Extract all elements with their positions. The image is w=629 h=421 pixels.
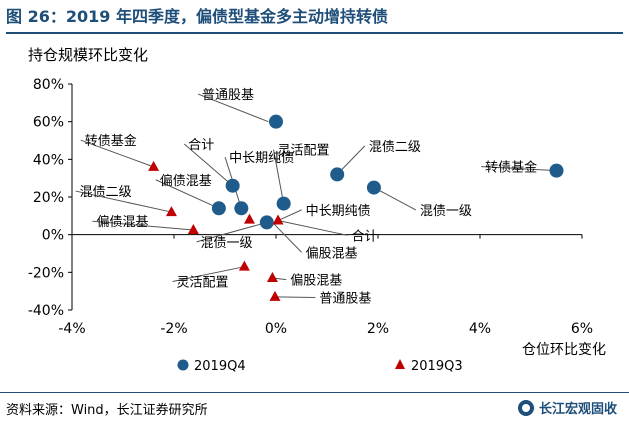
y-tick-label: 60% (33, 115, 64, 131)
point-label: 合计 (188, 138, 214, 153)
point-label: 偏股混基 (306, 246, 358, 261)
point-q4 (259, 215, 274, 230)
point-q3 (148, 160, 160, 171)
x-tick-label: 6% (571, 321, 593, 337)
point-q4 (211, 201, 226, 216)
point-q3 (269, 290, 281, 301)
watermark-logo: 长江宏观固收 (517, 398, 617, 417)
y-tick-label: 80% (33, 77, 64, 93)
y-tick-label: -20% (28, 265, 64, 281)
point-label: 中长期纯债 (229, 151, 294, 166)
leader-line (274, 296, 316, 298)
scatter-chart: 80% 60% 40% 20% 0% -20% -40% -4% -2% 0% 2% 4% 6% 普通股… (28, 46, 606, 374)
point-label: 灵活配置 (177, 275, 229, 290)
source-note: 资料来源：Wind，长江证券研究所 (6, 403, 208, 418)
point-label: 中长期纯债 (306, 204, 371, 219)
point-q4 (330, 167, 345, 182)
legend: 2019Q4 2019Q3 (177, 359, 463, 374)
leader-line (277, 220, 348, 236)
x-axis-label: 仓位环比变化 (522, 342, 606, 358)
point-label: 混债二级 (369, 140, 421, 155)
legend-marker-q3 (395, 359, 405, 369)
axes-layer: 80% 60% 40% 20% 0% -20% -40% -4% -2% 0% 2% 4% 6% (28, 77, 593, 337)
legend-marker-q4 (177, 359, 189, 371)
point-q3 (187, 223, 199, 234)
point-q3 (272, 214, 284, 225)
footer: 资料来源：Wind，长江证券研究所 长江宏观固收 (0, 392, 629, 421)
point-label: 混债二级 (80, 185, 132, 200)
point-q4 (549, 163, 564, 178)
leader-line (92, 220, 194, 231)
leader-line (172, 266, 245, 282)
point-q3 (266, 271, 278, 282)
point-q4 (366, 180, 381, 195)
point-q4 (225, 178, 240, 193)
legend-label-q4: 2019Q4 (194, 359, 246, 374)
y-axis-label: 持仓规模环比变化 (28, 46, 148, 64)
y-tick-label: -40% (28, 303, 64, 319)
data-marks (148, 114, 564, 301)
x-tick-label: 0% (265, 321, 287, 337)
leader-line (197, 93, 269, 123)
chart-title: 图 26：2019 年四季度，偏债型基金多主动增持转债 (6, 4, 623, 34)
point-label: 灵活配置 (278, 144, 330, 159)
x-tick-label: -4% (58, 321, 85, 337)
point-label: 普通股基 (202, 88, 254, 103)
point-q3 (238, 260, 250, 271)
x-tick-label: -2% (160, 321, 187, 337)
point-label: 合计 (351, 229, 377, 244)
leader-line (75, 190, 172, 213)
point-label: 普通股基 (319, 291, 371, 306)
y-tick-label: 0% (42, 228, 64, 244)
logo-icon (517, 399, 534, 416)
point-label: 转债基金 (85, 133, 137, 149)
point-label: 偏股混基 (290, 274, 342, 289)
y-tick-label: 40% (33, 152, 64, 168)
leader-line (373, 187, 417, 211)
y-tick-label: 20% (33, 190, 64, 206)
leader-line (80, 139, 154, 168)
point-label: 转债基金 (485, 160, 537, 176)
x-tick-label: 4% (469, 321, 491, 337)
leader-line (196, 221, 267, 243)
leader-line (481, 166, 557, 172)
legend-label-q3: 2019Q3 (411, 359, 463, 374)
point-q3 (243, 213, 255, 224)
leader-line (277, 209, 302, 221)
point-label: 偏债混基 (160, 174, 212, 189)
x-tick-label: 2% (367, 321, 389, 337)
point-q4 (269, 114, 283, 129)
leader-line (155, 179, 220, 209)
watermark-text: 长江宏观固收 (538, 402, 617, 417)
point-label: 偏债混基 (96, 215, 148, 230)
leader-lines (75, 93, 557, 298)
point-q4 (234, 201, 249, 216)
leader-line (272, 222, 302, 253)
point-label: 混债一级 (201, 236, 253, 251)
leader-line (183, 143, 233, 187)
point-q3 (165, 206, 177, 217)
point-q4 (276, 196, 291, 211)
leader-line (273, 149, 285, 204)
point-label: 混债一级 (420, 204, 472, 219)
